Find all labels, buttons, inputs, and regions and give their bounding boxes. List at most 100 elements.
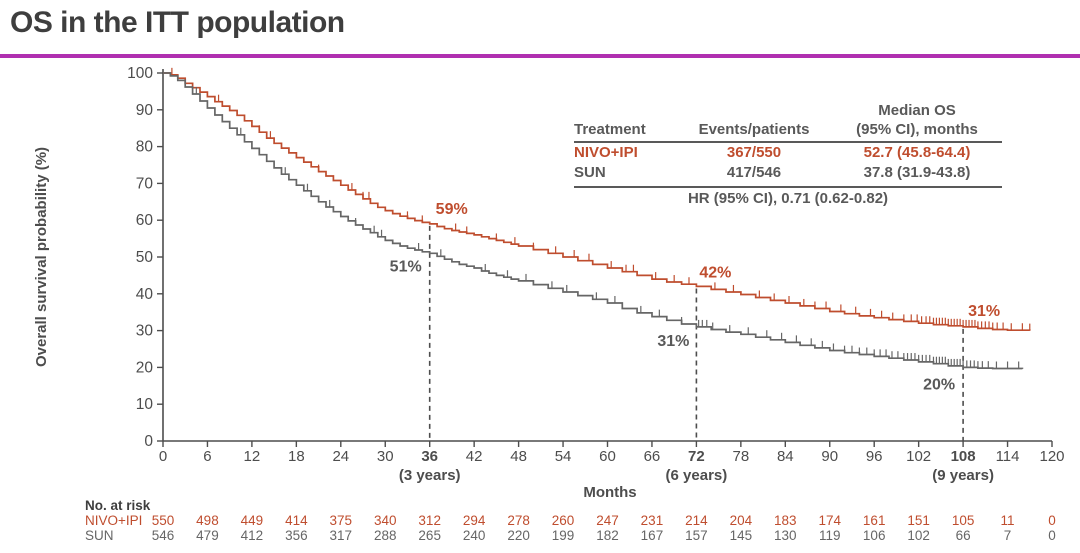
risk-value-sun-24: 317 (330, 528, 353, 543)
risk-value-sun-102: 102 (907, 528, 930, 543)
landmark-annotation-36-nivo-ipi: 59% (436, 201, 468, 218)
inset-header-median-os: Median OS (95% CI), months (832, 102, 1002, 140)
y-tick-label-40: 40 (136, 286, 154, 303)
risk-value-nivo-ipi-42: 294 (463, 513, 486, 528)
risk-value-sun-42: 240 (463, 528, 486, 543)
risk-value-nivo-ipi-6: 498 (196, 513, 219, 528)
landmark-annotation-36-sun: 51% (390, 258, 422, 275)
x-year-label-72: (6 years) (666, 467, 728, 484)
inset-header-events-patients: Events/patients (698, 120, 810, 138)
x-tick-label-66: 66 (644, 448, 661, 465)
x-tick-label-78: 78 (733, 448, 750, 465)
x-tick-label-54: 54 (555, 448, 572, 465)
x-tick-label-102: 102 (906, 448, 931, 465)
risk-value-nivo-ipi-48: 278 (507, 513, 530, 528)
risk-value-sun-54: 199 (552, 528, 575, 543)
y-tick-label-50: 50 (136, 249, 154, 266)
risk-value-sun-48: 220 (507, 528, 530, 543)
x-tick-label-72: 72 (688, 448, 705, 465)
x-tick-label-84: 84 (777, 448, 794, 465)
risk-table-title: No. at risk (85, 498, 151, 513)
risk-value-sun-0: 546 (152, 528, 175, 543)
risk-value-nivo-ipi-108: 105 (952, 513, 975, 528)
risk-value-nivo-ipi-96: 161 (863, 513, 886, 528)
inset-header-median-os-line2: (95% CI), months (856, 120, 978, 138)
risk-value-sun-30: 288 (374, 528, 397, 543)
risk-value-sun-90: 119 (819, 528, 841, 543)
risk-value-nivo-ipi-120: 0 (1048, 513, 1056, 528)
risk-value-nivo-ipi-90: 174 (818, 513, 841, 528)
y-tick-label-100: 100 (127, 65, 153, 82)
x-tick-label-24: 24 (332, 448, 349, 465)
y-tick-label-0: 0 (144, 433, 153, 450)
risk-value-sun-66: 167 (641, 528, 664, 543)
x-year-label-36: (3 years) (399, 467, 461, 484)
risk-value-sun-18: 356 (285, 528, 308, 543)
risk-value-sun-60: 182 (596, 528, 619, 543)
x-tick-label-30: 30 (377, 448, 394, 465)
y-axis-title: Overall survival probability (%) (33, 147, 50, 367)
inset-row-nivo-ipi: NIVO+IPI 367/550 52.7 (45.8-64.4) (574, 143, 1002, 164)
landmark-annotation-72-nivo-ipi: 42% (699, 264, 731, 281)
risk-value-nivo-ipi-18: 414 (285, 513, 308, 528)
x-tick-label-114: 114 (996, 448, 1020, 465)
inset-stats-table: Treatment Events/patients Median OS (95%… (574, 102, 1002, 209)
risk-row-label-nivo-ipi: NIVO+IPI (85, 513, 142, 528)
x-tick-label-36: 36 (421, 448, 438, 465)
x-axis-title: Months (583, 484, 636, 501)
inset-row-sun: SUN 417/546 37.8 (31.9-43.8) (574, 163, 1002, 188)
inset-nivo-median-os: 52.7 (45.8-64.4) (863, 143, 971, 161)
y-tick-label-70: 70 (136, 175, 154, 192)
x-tick-label-6: 6 (203, 448, 211, 465)
x-tick-label-18: 18 (288, 448, 305, 465)
slide-header: OS in the ITT population (0, 0, 1080, 60)
risk-value-nivo-ipi-0: 550 (152, 513, 175, 528)
x-tick-label-120: 120 (1039, 448, 1064, 465)
risk-value-nivo-ipi-24: 375 (330, 513, 353, 528)
x-tick-label-42: 42 (466, 448, 483, 465)
slide-title: OS in the ITT population (10, 6, 345, 39)
risk-value-sun-6: 479 (196, 528, 219, 543)
x-tick-label-96: 96 (866, 448, 883, 465)
risk-value-sun-12: 412 (241, 528, 264, 543)
inset-hr-footer: HR (95% CI), 0.71 (0.62-0.82) (687, 190, 889, 207)
inset-sun-events: 417/546 (726, 164, 782, 182)
risk-value-nivo-ipi-78: 204 (730, 513, 753, 528)
x-tick-label-0: 0 (159, 448, 167, 465)
risk-value-sun-114: 7 (1004, 528, 1012, 543)
risk-value-sun-108: 66 (956, 528, 971, 543)
km-chart-area: Overall survival probability (%) Months … (0, 60, 1080, 553)
inset-nivo-events: 367/550 (726, 143, 782, 161)
y-tick-label-20: 20 (136, 359, 154, 376)
x-tick-label-60: 60 (599, 448, 616, 465)
risk-value-sun-72: 157 (685, 528, 708, 543)
risk-value-sun-36: 265 (418, 528, 441, 543)
risk-value-sun-120: 0 (1048, 528, 1056, 543)
title-accent-rule (0, 54, 1080, 58)
inset-sun-treatment: SUN (574, 164, 606, 182)
x-tick-label-90: 90 (821, 448, 838, 465)
inset-table-header: Treatment Events/patients Median OS (95%… (574, 102, 1002, 143)
inset-sun-median-os: 37.8 (31.9-43.8) (863, 164, 971, 182)
inset-nivo-treatment: NIVO+IPI (574, 143, 638, 161)
x-tick-label-12: 12 (244, 448, 261, 465)
inset-header-treatment: Treatment (574, 120, 646, 138)
risk-value-nivo-ipi-30: 340 (374, 513, 397, 528)
km-survival-chart: Overall survival probability (%) Months … (33, 65, 1065, 543)
risk-value-nivo-ipi-60: 247 (596, 513, 619, 528)
y-tick-label-30: 30 (136, 323, 154, 340)
risk-value-sun-96: 106 (863, 528, 886, 543)
y-tick-label-90: 90 (136, 102, 154, 119)
x-year-label-108: (9 years) (932, 467, 994, 484)
risk-value-sun-84: 130 (774, 528, 797, 543)
risk-value-nivo-ipi-54: 260 (552, 513, 575, 528)
risk-value-nivo-ipi-66: 231 (641, 513, 664, 528)
risk-value-nivo-ipi-36: 312 (418, 513, 441, 528)
risk-value-nivo-ipi-114: 11 (1001, 513, 1015, 528)
y-tick-label-10: 10 (136, 396, 154, 413)
landmark-annotation-108-sun: 20% (923, 376, 955, 393)
y-tick-label-60: 60 (136, 212, 154, 229)
risk-value-nivo-ipi-72: 214 (685, 513, 708, 528)
inset-header-median-os-line1: Median OS (878, 102, 956, 119)
risk-value-sun-78: 145 (730, 528, 753, 543)
